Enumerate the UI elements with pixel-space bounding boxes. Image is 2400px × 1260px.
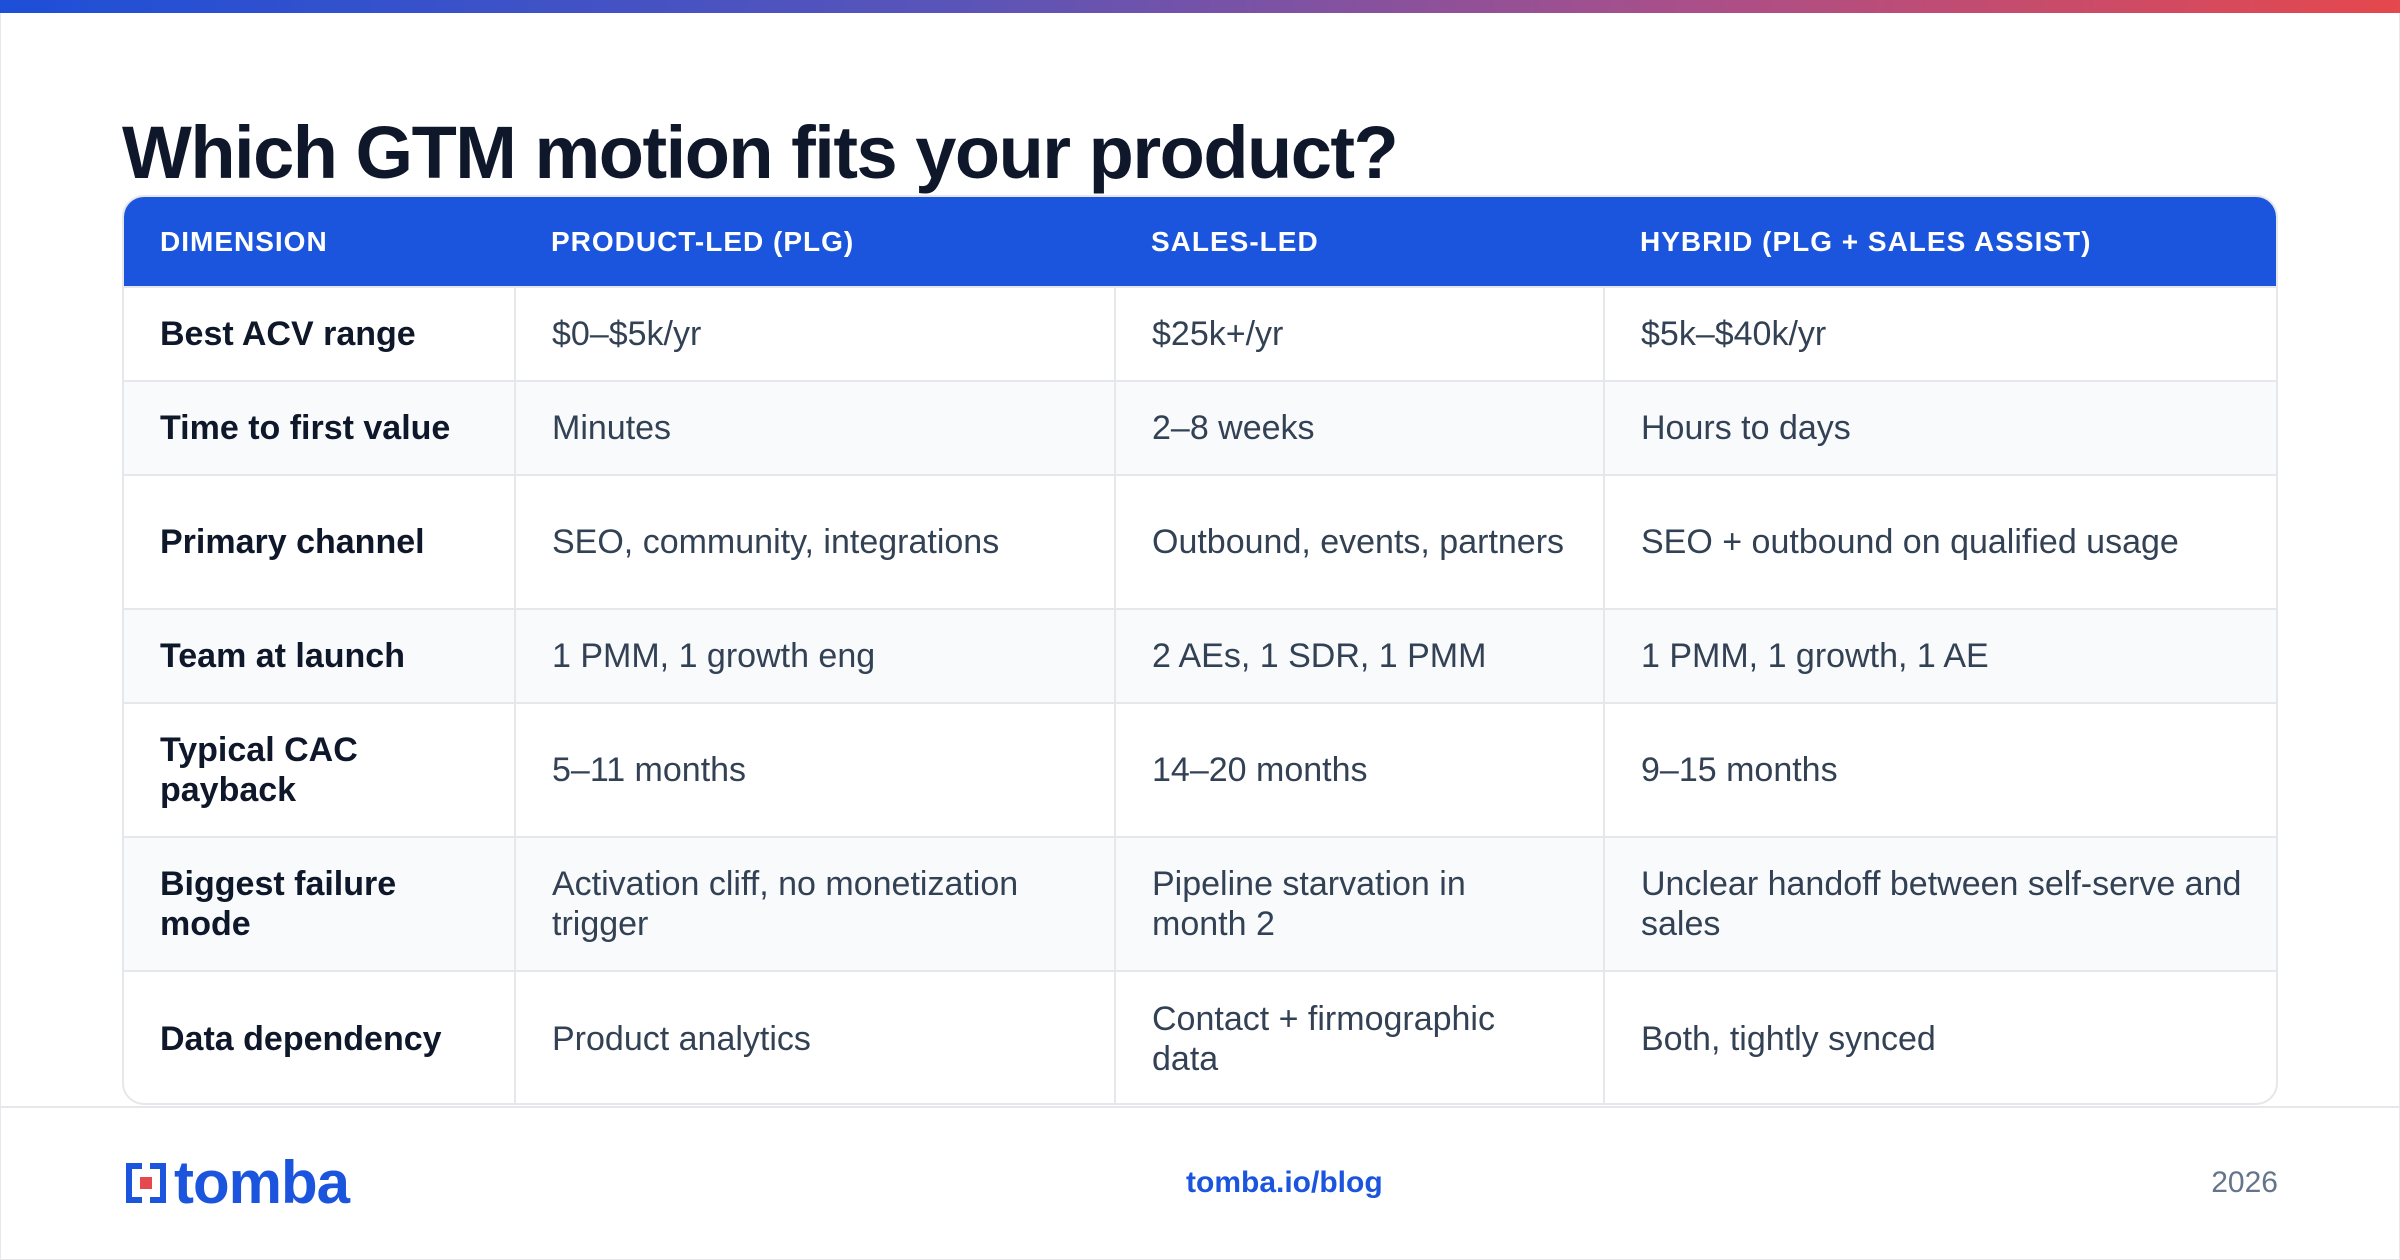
table-row: Team at launch 1 PMM, 1 growth eng 2 AEs…: [124, 608, 2276, 703]
cell-product-led: Activation cliff, no monetization trigge…: [514, 836, 1115, 971]
cell-sales-led: 2–8 weeks: [1114, 380, 1604, 475]
header-product-led: PRODUCT-LED (PLG): [551, 225, 855, 257]
row-label: Time to first value: [124, 380, 515, 475]
row-label: Team at launch: [124, 608, 515, 703]
header-dimension: DIMENSION: [160, 225, 328, 257]
cell-hybrid: 9–15 months: [1603, 702, 2276, 837]
cell-sales-led: Pipeline starvation in month 2: [1114, 836, 1604, 971]
tomba-logo[interactable]: tomba: [122, 1149, 350, 1216]
table-row: Data dependency Product analytics Contac…: [124, 970, 2276, 1103]
cell-hybrid: Hours to days: [1603, 380, 2276, 475]
cell-hybrid: 1 PMM, 1 growth, 1 AE: [1603, 608, 2276, 703]
comparison-table: DIMENSION PRODUCT-LED (PLG) SALES-LED HY…: [122, 195, 2278, 1105]
table-row: Time to first value Minutes 2–8 weeks Ho…: [124, 380, 2276, 475]
cell-hybrid: Unclear handoff between self-serve and s…: [1603, 836, 2276, 971]
header-hybrid: HYBRID (PLG + SALES ASSIST): [1640, 225, 2092, 257]
table-row: Primary channel SEO, community, integrat…: [124, 474, 2276, 609]
tomba-logo-icon: [126, 1163, 166, 1203]
cell-product-led: SEO, community, integrations: [514, 474, 1115, 609]
top-gradient-bar: [0, 0, 2400, 13]
row-label: Data dependency: [124, 970, 515, 1103]
cell-hybrid: SEO + outbound on qualified usage: [1603, 474, 2276, 609]
footer-divider: [0, 1106, 2400, 1108]
logo-wordmark: tomba: [174, 1149, 350, 1216]
cell-sales-led: 2 AEs, 1 SDR, 1 PMM: [1114, 608, 1604, 703]
cell-sales-led: Outbound, events, partners: [1114, 474, 1604, 609]
row-label: Typical CAC payback: [124, 702, 515, 837]
footer-year: 2026: [2211, 1166, 2278, 1199]
table-row: Typical CAC payback 5–11 months 14–20 mo…: [124, 702, 2276, 837]
table-row: Biggest failure mode Activation cliff, n…: [124, 836, 2276, 971]
cell-hybrid: $5k–$40k/yr: [1603, 286, 2276, 381]
cell-product-led: $0–$5k/yr: [514, 286, 1115, 381]
cell-product-led: Product analytics: [514, 970, 1115, 1103]
cell-product-led: Minutes: [514, 380, 1115, 475]
cell-sales-led: 14–20 months: [1114, 702, 1604, 837]
table-row: Best ACV range $0–$5k/yr $25k+/yr $5k–$4…: [124, 286, 2276, 381]
row-label: Biggest failure mode: [124, 836, 515, 971]
cell-sales-led: Contact + firmographic data: [1114, 970, 1604, 1103]
cell-product-led: 5–11 months: [514, 702, 1115, 837]
cell-product-led: 1 PMM, 1 growth eng: [514, 608, 1115, 703]
row-label: Best ACV range: [124, 286, 515, 381]
row-label: Primary channel: [124, 474, 515, 609]
cell-hybrid: Both, tightly synced: [1603, 970, 2276, 1103]
table-header-row: DIMENSION PRODUCT-LED (PLG) SALES-LED HY…: [124, 197, 2276, 287]
blog-link[interactable]: tomba.io/blog: [1186, 1166, 1383, 1199]
header-sales-led: SALES-LED: [1151, 225, 1319, 257]
page-title: Which GTM motion fits your product?: [122, 111, 1399, 194]
cell-sales-led: $25k+/yr: [1114, 286, 1604, 381]
